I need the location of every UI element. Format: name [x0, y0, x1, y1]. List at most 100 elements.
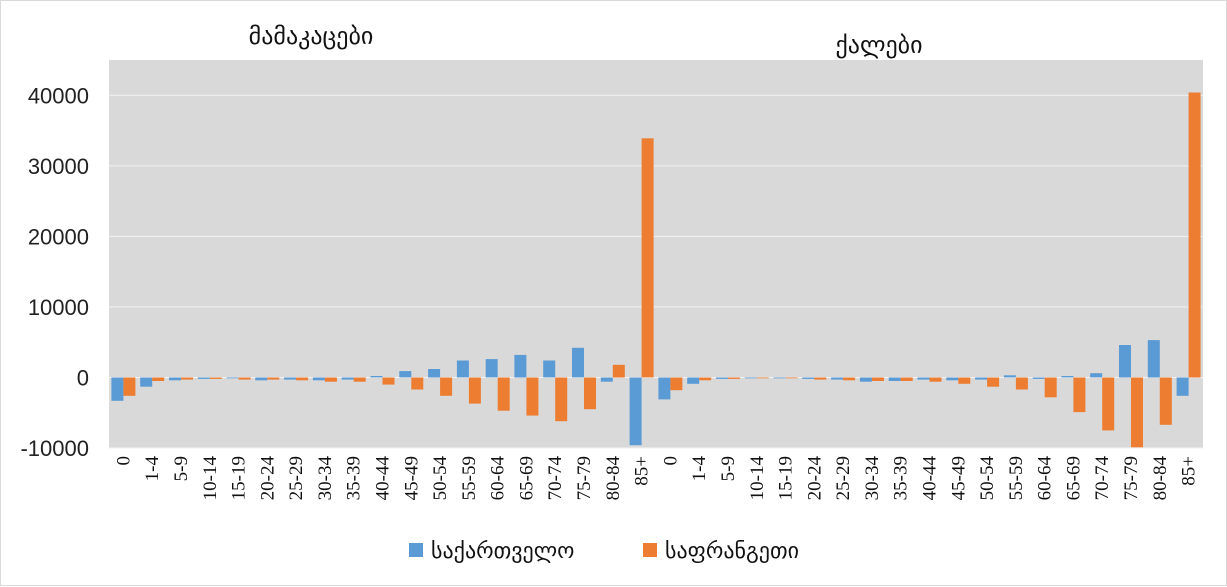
bar-france: [612, 364, 625, 378]
bar-georgia: [629, 377, 642, 446]
bar-georgia: [859, 377, 872, 382]
bar-france: [1159, 377, 1172, 425]
bar-georgia: [1176, 377, 1189, 396]
y-tick-label: 40000: [28, 83, 89, 108]
bar-georgia: [341, 377, 354, 380]
x-tick-label: 1-4: [142, 456, 163, 482]
x-tick-label: 75-79: [1121, 456, 1142, 500]
bar-georgia: [399, 371, 412, 378]
x-tick-label: 40-44: [920, 456, 941, 501]
y-tick-label: 0: [77, 365, 89, 390]
bar-georgia: [1119, 345, 1131, 378]
bar-france: [238, 377, 251, 380]
bar-france: [1188, 92, 1201, 378]
x-tick-label: 80-84: [603, 456, 624, 501]
bar-georgia: [111, 377, 124, 401]
x-tick-label: 35-39: [891, 456, 912, 500]
bar-france: [468, 377, 481, 404]
y-axis: -10000 0 10000 20000 30000 40000: [20, 83, 89, 461]
bar-georgia: [1147, 340, 1160, 378]
x-tick-label: 35-39: [344, 456, 365, 500]
bar-georgia: [773, 377, 786, 379]
bar-france: [1015, 377, 1028, 390]
y-tick-label: 10000: [28, 295, 89, 320]
bar-france: [267, 377, 280, 380]
bar-france: [526, 377, 539, 416]
bar-georgia: [197, 377, 210, 379]
x-tick-label: 50-54: [977, 456, 998, 501]
bar-georgia: [514, 354, 527, 378]
x-tick-label: 45-49: [401, 456, 422, 500]
bar-france: [181, 377, 193, 380]
bar-france: [353, 377, 366, 382]
x-tick-label: 15-19: [229, 456, 250, 500]
bar-georgia: [658, 377, 671, 400]
x-tick-label: 55-59: [1006, 456, 1027, 500]
bar-georgia: [1032, 377, 1045, 379]
x-tick-label: 25-29: [286, 456, 307, 500]
bar-georgia: [140, 377, 153, 387]
x-tick-label: 70-74: [1092, 456, 1113, 501]
x-tick-label: 55-59: [459, 456, 480, 500]
bar-france: [209, 377, 222, 379]
x-tick-label: 30-34: [862, 456, 883, 501]
bar-france: [1073, 377, 1086, 413]
x-tick-label: 65-69: [516, 456, 537, 500]
bar-france: [699, 377, 712, 381]
x-tick-label: 10-14: [747, 456, 768, 501]
x-tick-label: 1-4: [689, 456, 710, 482]
y-tick-label: 20000: [28, 224, 89, 249]
x-tick-label: 45-49: [948, 456, 969, 500]
bar-france: [785, 377, 798, 379]
legend-label-georgia: საქართველო: [431, 539, 574, 564]
y-tick-label: 30000: [28, 154, 89, 179]
bar-georgia: [284, 377, 297, 380]
x-tick-label: 40-44: [373, 456, 394, 501]
bar-georgia: [975, 377, 988, 380]
bar-france: [641, 138, 654, 378]
bar-georgia: [428, 369, 441, 378]
bar-france: [871, 377, 884, 381]
x-tick-label: 70-74: [545, 456, 566, 501]
bar-france: [1044, 377, 1057, 398]
legend-label-france: საფრანგეთი: [665, 539, 799, 564]
bar-georgia: [572, 347, 584, 378]
bar-georgia: [687, 377, 700, 384]
bar-france: [296, 377, 309, 381]
bar-france: [411, 377, 424, 390]
x-tick-label: 20-24: [804, 456, 825, 501]
bar-france: [497, 377, 510, 411]
x-tick-label: 30-34: [315, 456, 336, 501]
x-tick-label: 25-29: [833, 456, 854, 500]
x-tick-label: 60-64: [1035, 456, 1056, 501]
bar-france: [584, 377, 596, 410]
x-tick-label: 80-84: [1150, 456, 1171, 501]
x-tick-label: 20-24: [257, 456, 278, 501]
bar-georgia: [312, 377, 325, 381]
bar-france: [987, 377, 1000, 387]
bar-france: [900, 377, 913, 381]
x-tick-label: 5-9: [171, 456, 192, 481]
panel-title-women: ქალები: [835, 31, 922, 59]
bar-georgia: [226, 377, 239, 379]
bar-france: [958, 377, 971, 384]
x-tick-label: 85+: [1179, 456, 1200, 486]
bar-georgia: [1090, 373, 1103, 378]
x-tick-label: 65-69: [1063, 456, 1084, 500]
x-tick-label: 15-19: [776, 456, 797, 500]
bar-georgia: [255, 377, 268, 381]
legend: საქართველო საფრანგეთი: [409, 539, 799, 564]
bar-france: [929, 377, 942, 382]
x-tick-label: 5-9: [718, 456, 739, 481]
bar-georgia: [716, 377, 728, 379]
bar-georgia: [543, 360, 556, 378]
x-tick-label: 75-79: [574, 456, 595, 500]
bar-france: [324, 377, 337, 382]
bar-georgia: [600, 377, 613, 382]
x-axis: 0 1-4 5-9 10-14 15-19 20-24 25-29 30-34 35-39 40-…: [113, 456, 1199, 501]
bar-marks: [111, 92, 1201, 448]
bar-georgia: [946, 377, 959, 381]
x-tick-label: 85+: [632, 456, 653, 486]
